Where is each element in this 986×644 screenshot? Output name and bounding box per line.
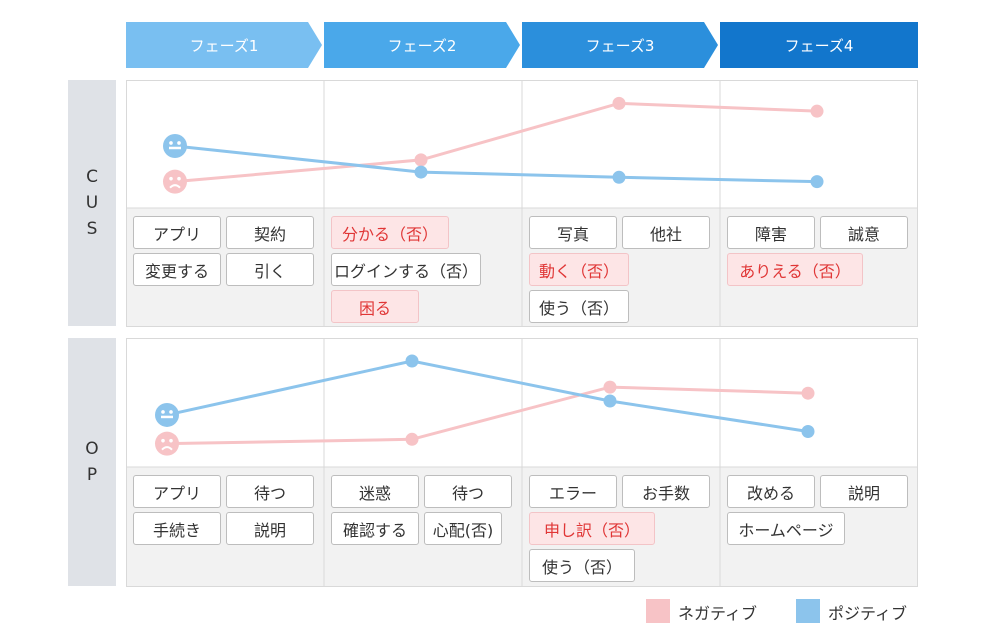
negative-data-point — [603, 380, 617, 394]
keyword-tag-negative: 分かる（否） — [331, 216, 449, 249]
row-label-char: S — [86, 219, 98, 239]
keyword-tag: 改める — [727, 475, 815, 508]
positive-data-point — [801, 424, 815, 438]
sad-face-icon — [163, 169, 187, 194]
keyword-tag: 誠意 — [820, 216, 908, 249]
negative-data-point — [810, 104, 824, 118]
legend-label-negative: ネガティブ — [678, 604, 758, 623]
keyword-tag: エラー — [529, 475, 617, 508]
keyword-tag: アプリ — [133, 216, 221, 249]
keyword-tag: 引く — [226, 253, 314, 286]
keyword-tag: 手続き — [133, 512, 221, 545]
legend-swatch-positive — [796, 599, 820, 623]
positive-data-point — [414, 165, 428, 179]
positive-data-point — [810, 175, 824, 189]
legend-label-positive: ポジティブ — [828, 604, 908, 623]
keyword-tag-negative: 申し訳（否） — [529, 512, 655, 545]
negative-data-point — [414, 153, 428, 167]
row-label-char: U — [85, 193, 99, 213]
keyword-tag: 障害 — [727, 216, 815, 249]
phase-4: フェーズ4 — [720, 22, 918, 68]
negative-series-line — [174, 101, 818, 184]
smile-face-icon — [155, 402, 179, 427]
keyword-tag: 変更する — [133, 253, 221, 286]
legend-swatch-negative — [646, 599, 670, 623]
sad-face-icon — [155, 431, 179, 456]
row-label-char: C — [86, 167, 98, 187]
row-label-char: O — [85, 439, 99, 459]
smile-face-icon — [163, 133, 187, 158]
phase-2: フェーズ2 — [324, 22, 520, 68]
keyword-tag: 説明 — [226, 512, 314, 545]
phase-1: フェーズ1 — [126, 22, 322, 68]
positive-data-point — [405, 354, 419, 368]
keyword-tag: アプリ — [133, 475, 221, 508]
positive-series-line — [174, 144, 818, 184]
keyword-tag-negative: 困る — [331, 290, 419, 323]
keyword-tag: 説明 — [820, 475, 908, 508]
negative-data-point — [405, 432, 419, 446]
keyword-tag: 待つ — [226, 475, 314, 508]
keyword-tag: 写真 — [529, 216, 617, 249]
negative-series-line — [166, 385, 809, 446]
positive-series-line — [166, 359, 809, 433]
keyword-tag-negative: ありえる（否） — [727, 253, 863, 286]
phase-3: フェーズ3 — [522, 22, 718, 68]
negative-data-point — [801, 386, 815, 400]
keyword-tag: 迷惑 — [331, 475, 419, 508]
positive-data-point — [612, 170, 626, 184]
keyword-tag: 心配(否) — [424, 512, 502, 545]
keyword-tag: 他社 — [622, 216, 710, 249]
keyword-tag: 待つ — [424, 475, 512, 508]
row-label-char: P — [86, 465, 98, 485]
keyword-tag: お手数 — [622, 475, 710, 508]
negative-data-point — [612, 96, 626, 110]
keyword-tag: 使う（否） — [529, 290, 629, 323]
positive-data-point — [603, 394, 617, 408]
keyword-tag: ログインする（否） — [331, 253, 481, 286]
keyword-tag: 確認する — [331, 512, 419, 545]
keyword-tag-negative: 動く（否） — [529, 253, 629, 286]
keyword-tag: ホームページ — [727, 512, 845, 545]
keyword-tag: 使う（否） — [529, 549, 635, 582]
keyword-tag: 契約 — [226, 216, 314, 249]
